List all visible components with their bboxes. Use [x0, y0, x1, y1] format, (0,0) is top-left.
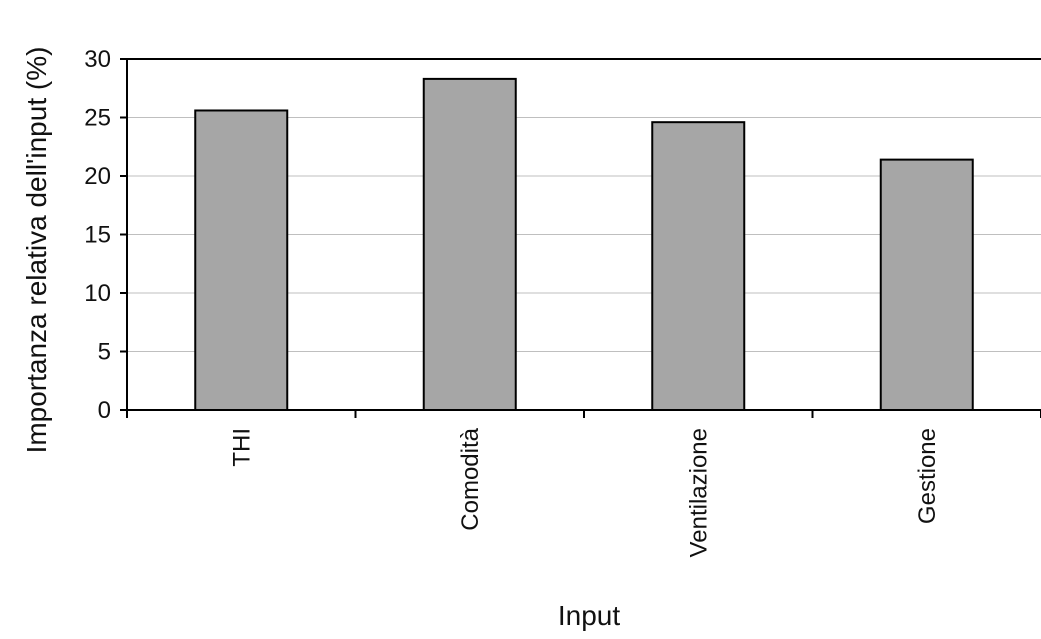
category-label: THI — [228, 428, 255, 467]
y-tick-label: 20 — [84, 163, 111, 190]
y-tick-label: 0 — [98, 397, 111, 424]
bar — [422, 77, 517, 411]
category-label: Ventilazione — [685, 428, 712, 557]
bars — [194, 77, 974, 412]
bar — [879, 158, 974, 411]
category-labels: THI Comodità Ventilazione Gestione — [228, 427, 941, 557]
y-ticks: 0 5 10 15 20 25 30 — [84, 46, 127, 424]
y-axis-title: Importanza relativa dell'input (%) — [21, 47, 52, 454]
x-ticks — [126, 410, 1041, 418]
y-tick-label: 25 — [84, 105, 111, 132]
y-tick-label: 5 — [98, 339, 111, 366]
category-label: Gestione — [914, 428, 941, 524]
bar — [194, 109, 289, 411]
bar — [651, 121, 746, 412]
y-tick-label: 30 — [84, 46, 111, 73]
x-axis-title: Input — [558, 600, 620, 631]
y-tick-label: 10 — [84, 280, 111, 307]
category-label: Comodità — [457, 427, 484, 530]
y-tick-label: 15 — [84, 222, 111, 249]
